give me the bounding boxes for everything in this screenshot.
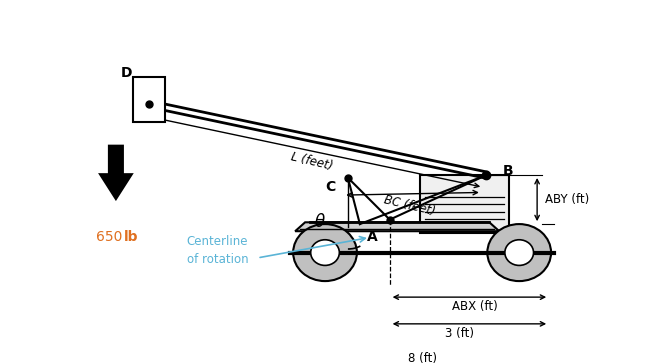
Polygon shape — [420, 175, 509, 233]
Circle shape — [488, 224, 551, 281]
Text: ABX (ft): ABX (ft) — [451, 300, 498, 313]
Text: D: D — [121, 66, 132, 79]
Polygon shape — [100, 146, 132, 199]
Text: L (feet): L (feet) — [289, 151, 334, 173]
Text: 8 (ft): 8 (ft) — [408, 352, 437, 363]
Text: 650: 650 — [96, 231, 127, 244]
Polygon shape — [295, 222, 500, 231]
Text: A: A — [366, 230, 377, 244]
Text: ABY (ft): ABY (ft) — [545, 193, 589, 206]
Text: 3 (ft): 3 (ft) — [445, 327, 474, 340]
Circle shape — [293, 224, 357, 281]
Text: BC (feet): BC (feet) — [382, 193, 436, 218]
Text: C: C — [325, 180, 335, 193]
Text: θ: θ — [315, 213, 325, 231]
Circle shape — [310, 240, 339, 265]
Circle shape — [505, 240, 534, 265]
Text: Centerline
of rotation: Centerline of rotation — [186, 235, 248, 266]
Text: lb: lb — [124, 231, 138, 244]
Text: B: B — [502, 164, 513, 178]
Polygon shape — [133, 77, 165, 122]
